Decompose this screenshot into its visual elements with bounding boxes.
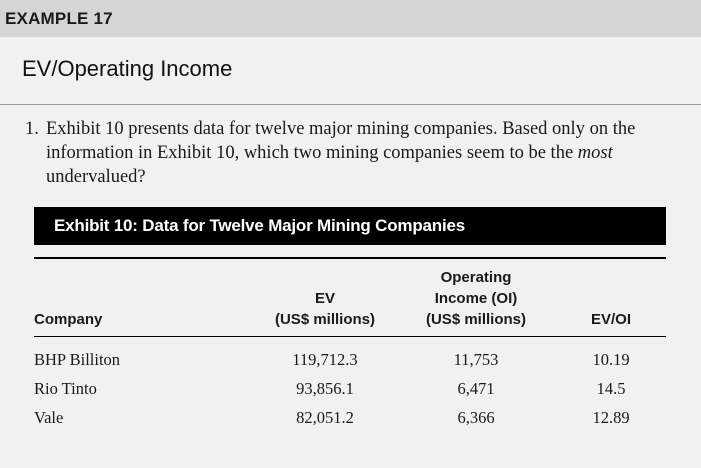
column-header-ev: EV (US$ millions) bbox=[274, 290, 375, 328]
table-row: Vale 82,051.2 6,366 12.89 bbox=[34, 403, 666, 432]
question-block: 1. Exhibit 10 presents data for twelve m… bbox=[25, 117, 685, 189]
section-heading: EV/Operating Income bbox=[22, 56, 233, 81]
question-text: Exhibit 10 presents data for twelve majo… bbox=[46, 117, 685, 189]
column-header-operating-income: Operating Income (OI) (US$ millions) bbox=[425, 269, 526, 328]
heading-divider bbox=[0, 104, 701, 105]
question-emphasis: most bbox=[577, 143, 613, 163]
question-number: 1. bbox=[25, 119, 39, 139]
mining-companies-table: Company EV (US$ millions) Operating Inco… bbox=[34, 259, 666, 432]
example-label: EXAMPLE 17 bbox=[5, 9, 113, 28]
cell-company: BHP Billiton bbox=[34, 349, 121, 369]
cell-ev: 93,856.1 bbox=[296, 378, 354, 398]
cell-company: Rio Tinto bbox=[34, 378, 97, 398]
cell-ev-oi: 10.19 bbox=[592, 349, 630, 369]
cell-operating-income: 6,471 bbox=[457, 378, 495, 398]
cell-ev: 82,051.2 bbox=[296, 407, 354, 427]
cell-company: Vale bbox=[34, 407, 64, 427]
exhibit-10: Exhibit 10: Data for Twelve Major Mining… bbox=[34, 207, 666, 432]
cell-operating-income: 6,366 bbox=[457, 407, 495, 427]
table-top-rule bbox=[34, 257, 666, 259]
cell-operating-income: 11,753 bbox=[453, 349, 499, 369]
cell-ev: 119,712.3 bbox=[292, 349, 358, 369]
example-header-bar: EXAMPLE 17 bbox=[0, 0, 701, 37]
column-header-ev-oi: EV/OI bbox=[590, 311, 631, 328]
table-row: BHP Billiton 119,712.3 11,753 10.19 bbox=[34, 337, 666, 375]
column-header-company: Company bbox=[34, 311, 103, 328]
question-text-start: Exhibit 10 presents data for twelve majo… bbox=[46, 119, 636, 163]
cell-ev-oi: 12.89 bbox=[592, 407, 630, 427]
table-row: Rio Tinto 93,856.1 6,471 14.5 bbox=[34, 374, 666, 403]
question-text-end: undervalued? bbox=[46, 167, 146, 187]
table-header-row: Company EV (US$ millions) Operating Inco… bbox=[34, 259, 666, 337]
exhibit-title: Exhibit 10: Data for Twelve Major Mining… bbox=[34, 207, 666, 245]
cell-ev-oi: 14.5 bbox=[596, 378, 626, 398]
